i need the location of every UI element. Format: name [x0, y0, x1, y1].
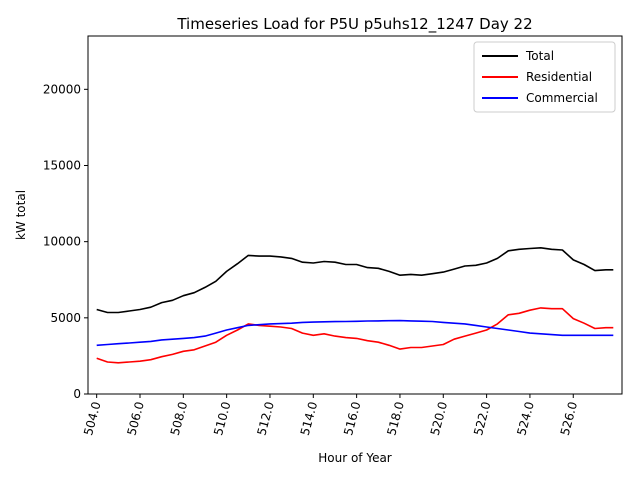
legend-label-total: Total [525, 49, 554, 63]
x-axis-title: Hour of Year [318, 451, 392, 465]
legend-label-commercial: Commercial [526, 91, 598, 105]
legend-label-residential: Residential [526, 70, 592, 84]
y-tick-label: 5000 [50, 311, 81, 325]
plot-area-frame [87, 35, 623, 395]
y-tick-label: 0 [73, 387, 81, 401]
series-line-commercial [96, 319, 614, 347]
chart-title: Timeseries Load for P5U p5uhs12_1247 Day… [176, 15, 532, 34]
y-tick-label: 15000 [43, 158, 81, 172]
series-line-residential [96, 307, 614, 364]
legend: Total Residential Commercial [473, 41, 616, 113]
y-tick-label: 10000 [43, 235, 81, 249]
series-line-total [96, 247, 614, 314]
y-axis: 0 5000 10000 15000 20000 [43, 82, 88, 401]
legend-frame [473, 41, 616, 113]
y-axis-title: kW total [14, 190, 28, 240]
y-tick-label: 20000 [43, 82, 81, 96]
